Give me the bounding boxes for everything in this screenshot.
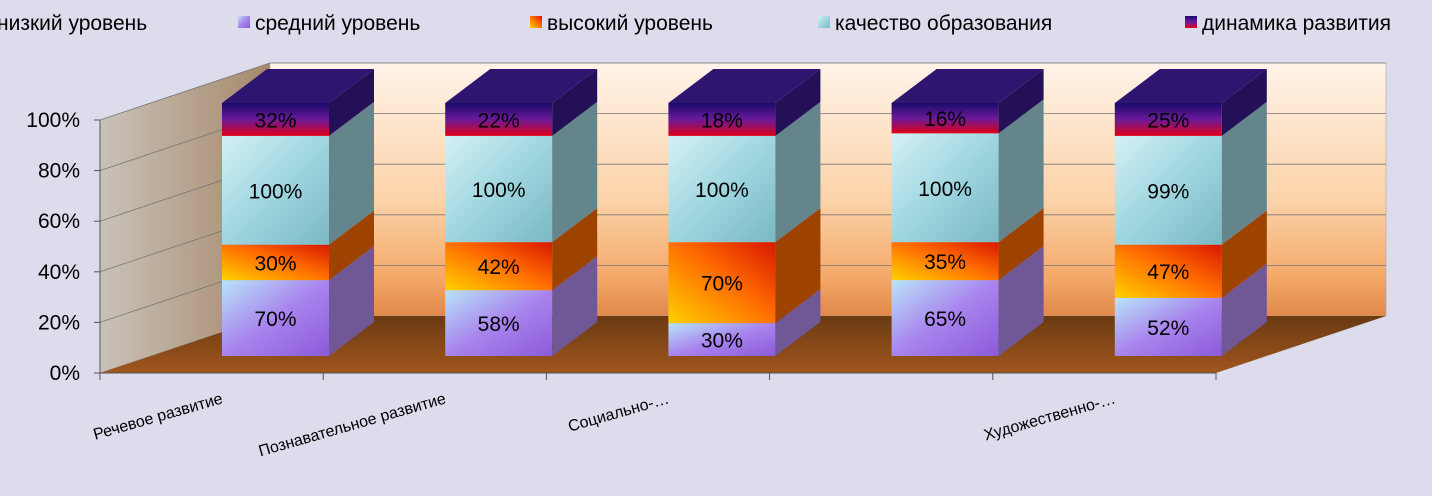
data-label: 22% — [478, 109, 520, 132]
category-label: Речевое развитие — [92, 390, 225, 443]
bar-segment-front — [668, 135, 776, 243]
legend-label: динамика развития — [1202, 12, 1391, 35]
category-label: Познавательное развитие — [257, 390, 448, 460]
legend-item: средний уровень — [238, 12, 420, 35]
legend-item: низкий уровень — [0, 12, 147, 35]
data-label: 16% — [924, 108, 966, 131]
bar-segment-side — [329, 69, 374, 136]
plot-area: 0% 20% 40% 60% 80% 100% Речевое развитие Познав… — [26, 62, 1387, 460]
bar-segment-front — [222, 135, 329, 245]
bar-segment-side — [1221, 101, 1267, 245]
bar-segment-side — [1221, 263, 1267, 356]
bar-segment-side — [329, 210, 374, 281]
bar-segment-front — [445, 135, 553, 243]
bar-segment-front — [222, 103, 329, 136]
bar-segment-side — [998, 69, 1044, 134]
bar-segment-front — [668, 103, 776, 136]
bar-segment-front — [668, 242, 776, 324]
legend-swatch — [818, 16, 830, 28]
gridline — [99, 62, 1386, 121]
bar-top — [445, 69, 598, 103]
bar-top — [891, 69, 1044, 103]
data-label: 100% — [472, 179, 526, 202]
data-label: 47% — [1147, 261, 1189, 284]
legend-swatch — [238, 16, 250, 28]
bar-segment-side — [998, 208, 1044, 281]
bar-segment-side — [775, 101, 821, 243]
data-label: 100% — [695, 179, 749, 202]
bar-segment-side — [1221, 210, 1267, 298]
data-label: 25% — [1147, 109, 1189, 132]
legend-label: качество образования — [835, 12, 1052, 35]
data-label: 18% — [701, 109, 743, 132]
bar-segment-side — [998, 246, 1044, 356]
legend-swatch — [1185, 16, 1197, 28]
legend-item: высокий уровень — [530, 12, 713, 35]
bar-segment-front — [1114, 103, 1222, 136]
data-label: 65% — [924, 308, 966, 331]
bar-segment-side — [775, 208, 821, 324]
data-label: 35% — [924, 251, 966, 274]
data-label: 99% — [1147, 180, 1189, 203]
bar-segment-side — [552, 101, 598, 243]
category-label: Социально-… — [566, 391, 671, 436]
bar-segment-side — [998, 99, 1044, 243]
legend-label: высокий уровень — [547, 12, 713, 35]
y-tick-label: 60% — [38, 210, 80, 233]
data-label: 32% — [254, 109, 296, 132]
bar-segment-side — [552, 69, 598, 136]
y-tick-label: 0% — [50, 362, 80, 385]
bar-segment-side — [552, 208, 598, 291]
bar-segment-side — [552, 256, 598, 356]
bar-segment-front — [445, 242, 553, 291]
data-label: 58% — [478, 313, 520, 336]
bar-segment-front — [891, 133, 999, 243]
bar-segment-front — [1114, 135, 1222, 245]
data-label: 30% — [701, 330, 743, 353]
bar-segment-side — [329, 246, 374, 356]
bar-segment-front — [891, 280, 999, 356]
bar-segment-side — [775, 69, 821, 136]
bar-segment-side — [775, 289, 821, 356]
data-label: 42% — [478, 256, 520, 279]
y-tick-label: 20% — [38, 311, 80, 334]
bar-segment-side — [329, 101, 374, 245]
bar-segment-front — [445, 103, 553, 136]
legend-item: качество образования — [818, 12, 1052, 35]
bar-segment-front — [891, 242, 999, 281]
y-tick-label: 40% — [38, 261, 80, 284]
data-label: 52% — [1147, 317, 1189, 340]
legend-label: низкий уровень — [0, 12, 147, 35]
bar-segment-front — [668, 323, 776, 356]
data-label: 30% — [254, 252, 296, 275]
bar-segment-front — [891, 103, 999, 134]
legend-swatch — [530, 16, 542, 28]
bar-segment-front — [222, 280, 329, 356]
data-label: 70% — [254, 308, 296, 331]
bar-segment-side — [1221, 69, 1267, 136]
data-label: 100% — [918, 178, 972, 201]
data-label: 70% — [701, 273, 743, 296]
chart-legend: низкий уровень средний уровень высокий уро… — [0, 12, 1391, 35]
y-tick-label: 80% — [38, 160, 80, 183]
bar-top — [222, 69, 374, 103]
y-tick-label: 100% — [26, 109, 80, 132]
bar-segment-front — [222, 244, 329, 281]
bar-segment-front — [1114, 297, 1222, 356]
legend-label: средний уровень — [255, 12, 420, 35]
bar-segment-front — [445, 290, 553, 356]
legend-item: динамика развития — [1185, 12, 1391, 35]
data-label: 100% — [249, 180, 303, 203]
bar-top — [668, 69, 821, 103]
category-label: Художественно-… — [982, 391, 1117, 445]
bar-top — [1114, 69, 1267, 103]
bar-segment-front — [1114, 244, 1222, 298]
